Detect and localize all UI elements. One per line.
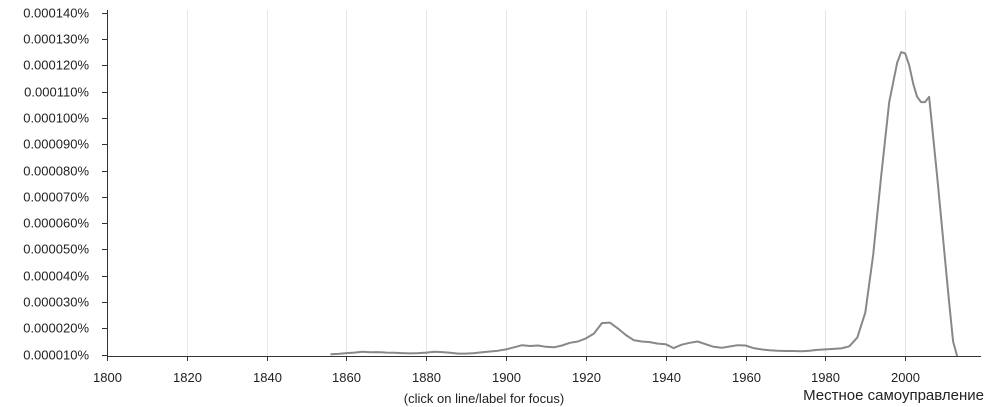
series-label[interactable]: Местное самоуправление — [803, 387, 984, 404]
y-tick-label: 0.000080% — [23, 164, 89, 179]
y-tick-label: 0.000030% — [23, 295, 89, 310]
y-tick-label: 0.000020% — [23, 321, 89, 336]
y-tick-label: 0.000110% — [24, 85, 89, 100]
y-tick-label: 0.000140% — [23, 6, 89, 21]
y-axis-ticks: 0.000010% 0.000020% 0.000030% 0.000040% 0.00… — [23, 6, 107, 363]
series-line[interactable] — [330, 51, 959, 357]
x-tick-label: 2000 — [891, 370, 920, 385]
x-tick-label: 1820 — [173, 370, 202, 385]
y-tick-label: 0.000090% — [23, 137, 89, 152]
y-tick-label: 0.000050% — [23, 242, 89, 257]
focus-hint-note: (click on line/label for focus) — [404, 391, 564, 406]
x-tick-label: 1880 — [412, 370, 441, 385]
axes — [107, 10, 981, 357]
x-tick-label: 1900 — [492, 370, 521, 385]
y-tick-label: 0.000010% — [23, 348, 89, 363]
series-layer[interactable]: Местное самоуправление — [330, 51, 985, 404]
x-tick-label: 1980 — [811, 370, 840, 385]
y-tick-label: 0.000070% — [23, 190, 89, 205]
y-tick-label: 0.000130% — [23, 32, 89, 47]
y-tick-label: 0.000040% — [23, 269, 89, 284]
x-tick-label: 1940 — [652, 370, 681, 385]
x-tick-label: 1960 — [732, 370, 761, 385]
y-tick-label: 0.000060% — [23, 216, 89, 231]
grid-lines — [187, 10, 906, 356]
x-axis-ticks: 1800 1820 1840 1860 1880 1900 1920 1940 1960 1980… — [93, 356, 920, 385]
x-tick-label: 1920 — [572, 370, 601, 385]
x-tick-label: 1840 — [253, 370, 282, 385]
y-tick-label: 0.000120% — [23, 58, 89, 73]
x-tick-label: 1860 — [332, 370, 361, 385]
y-tick-label: 0.000100% — [23, 111, 89, 126]
x-tick-label: 1800 — [93, 370, 122, 385]
